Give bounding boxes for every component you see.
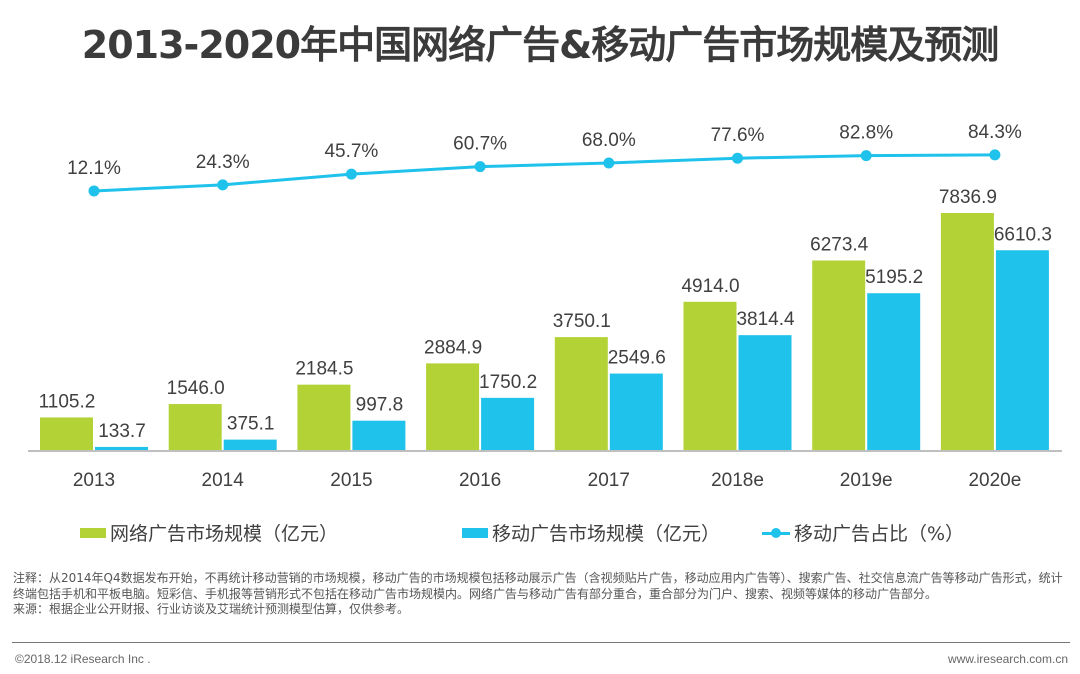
bar-mobile-ad <box>609 373 663 451</box>
bar-mobile-ad <box>352 420 406 451</box>
line-mobile-share <box>93 153 995 193</box>
data-label-mobile-ad: 2549.6 <box>608 348 666 369</box>
data-label-mobile-ad: 1750.2 <box>479 372 537 393</box>
line-point-mobile-share <box>989 149 1001 161</box>
bar-mobile-ad <box>995 250 1049 451</box>
data-label-mobile-share: 68.0% <box>582 130 636 151</box>
bar-online-ad <box>812 260 866 451</box>
x-tick-label: 2014 <box>202 470 245 491</box>
data-label-mobile-share: 45.7% <box>324 141 378 162</box>
x-tick-label: 2016 <box>459 470 501 491</box>
data-label-mobile-ad: 6610.3 <box>994 224 1052 245</box>
data-label-mobile-ad: 5195.2 <box>865 267 923 288</box>
line-point-mobile-share <box>860 150 872 162</box>
website-text: www.iresearch.com.cn <box>947 652 1068 666</box>
legend-swatch-green <box>80 527 106 538</box>
line-point-mobile-share <box>603 157 615 169</box>
bar-mobile-ad <box>95 446 148 451</box>
footer-divider <box>12 642 1070 643</box>
legend-item-mobile-share: 移动广告占比（%） <box>762 519 964 546</box>
x-tick-label: 2020e <box>968 470 1021 491</box>
data-label-mobile-ad: 133.7 <box>98 421 146 442</box>
footnotes: 注释：从2014年Q4数据发布开始，不再统计移动营销的市场规模，移动广告的市场规… <box>13 571 1073 618</box>
data-label-mobile-share: 84.3% <box>968 122 1022 143</box>
legend: 网络广告市场规模（亿元） 移动广告市场规模（亿元） 移动广告占比（%） <box>80 519 1000 545</box>
bar-online-ad <box>683 301 737 451</box>
data-label-online-ad: 1546.0 <box>167 378 225 399</box>
data-label-mobile-share: 24.3% <box>196 152 250 173</box>
data-label-mobile-ad: 375.1 <box>227 414 275 435</box>
note-text: 注释：从2014年Q4数据发布开始，不再统计移动营销的市场规模，移动广告的市场规… <box>13 571 1063 601</box>
data-label-online-ad: 7836.9 <box>939 187 997 208</box>
bar-mobile-ad <box>738 335 792 451</box>
legend-swatch-blue <box>462 527 488 538</box>
bar-mobile-ad <box>481 397 535 451</box>
legend-item-mobile-ad: 移动广告市场规模（亿元） <box>462 519 720 546</box>
x-tick-label: 2017 <box>588 470 630 491</box>
legend-item-online-ad: 网络广告市场规模（亿元） <box>80 519 338 546</box>
data-label-online-ad: 3750.1 <box>553 311 611 332</box>
source-text: 来源：根据企业公开财报、行业访谈及艾瑞统计预测模型估算，仅供参考。 <box>13 602 410 616</box>
x-tick-label: 2015 <box>330 470 372 491</box>
line-point-mobile-share <box>217 179 229 191</box>
data-label-online-ad: 2884.9 <box>424 337 482 358</box>
x-tick-label: 2019e <box>840 470 893 491</box>
data-label-online-ad: 1105.2 <box>39 391 96 412</box>
data-label-mobile-share: 82.8% <box>839 123 893 144</box>
line-point-mobile-share <box>88 185 100 197</box>
line-point-mobile-share <box>474 161 486 173</box>
data-label-mobile-share: 77.6% <box>711 125 765 146</box>
line-point-mobile-share <box>732 152 743 164</box>
data-label-online-ad: 6273.4 <box>810 234 869 255</box>
bar-mobile-ad <box>223 439 277 451</box>
legend-label: 移动广告占比（%） <box>794 523 965 545</box>
bar-online-ad <box>554 337 608 451</box>
x-tick-label: 2018e <box>711 470 764 491</box>
data-label-online-ad: 2184.5 <box>295 359 353 380</box>
data-label-mobile-ad: 997.8 <box>356 395 404 416</box>
chart-title: 2013-2020年中国网络广告&移动广告市场规模及预测 <box>81 23 999 67</box>
line-point-mobile-share <box>345 168 357 180</box>
bar-online-ad <box>940 213 994 451</box>
data-label-mobile-share: 60.7% <box>453 134 507 155</box>
chart-plot: 2013 2014 2015 2016 2017 2018e 2019e 2020e 1105… <box>28 122 1062 491</box>
legend-label: 移动广告市场规模（亿元） <box>492 523 721 545</box>
bar-online-ad <box>297 384 351 451</box>
x-tick-label: 2013 <box>73 470 115 491</box>
bar-mobile-ad <box>867 293 921 451</box>
bar-online-ad <box>168 404 222 451</box>
data-label-mobile-ad: 3814.4 <box>736 309 795 330</box>
legend-line-marker-icon <box>762 526 790 540</box>
copyright-text: ©2018.12 iResearch Inc . <box>15 652 151 666</box>
bar-online-ad <box>40 417 93 451</box>
legend-label: 网络广告市场规模（亿元） <box>110 523 339 545</box>
data-label-mobile-share: 12.1% <box>67 158 121 179</box>
data-label-online-ad: 4914.0 <box>681 276 739 297</box>
bar-online-ad <box>426 363 480 451</box>
